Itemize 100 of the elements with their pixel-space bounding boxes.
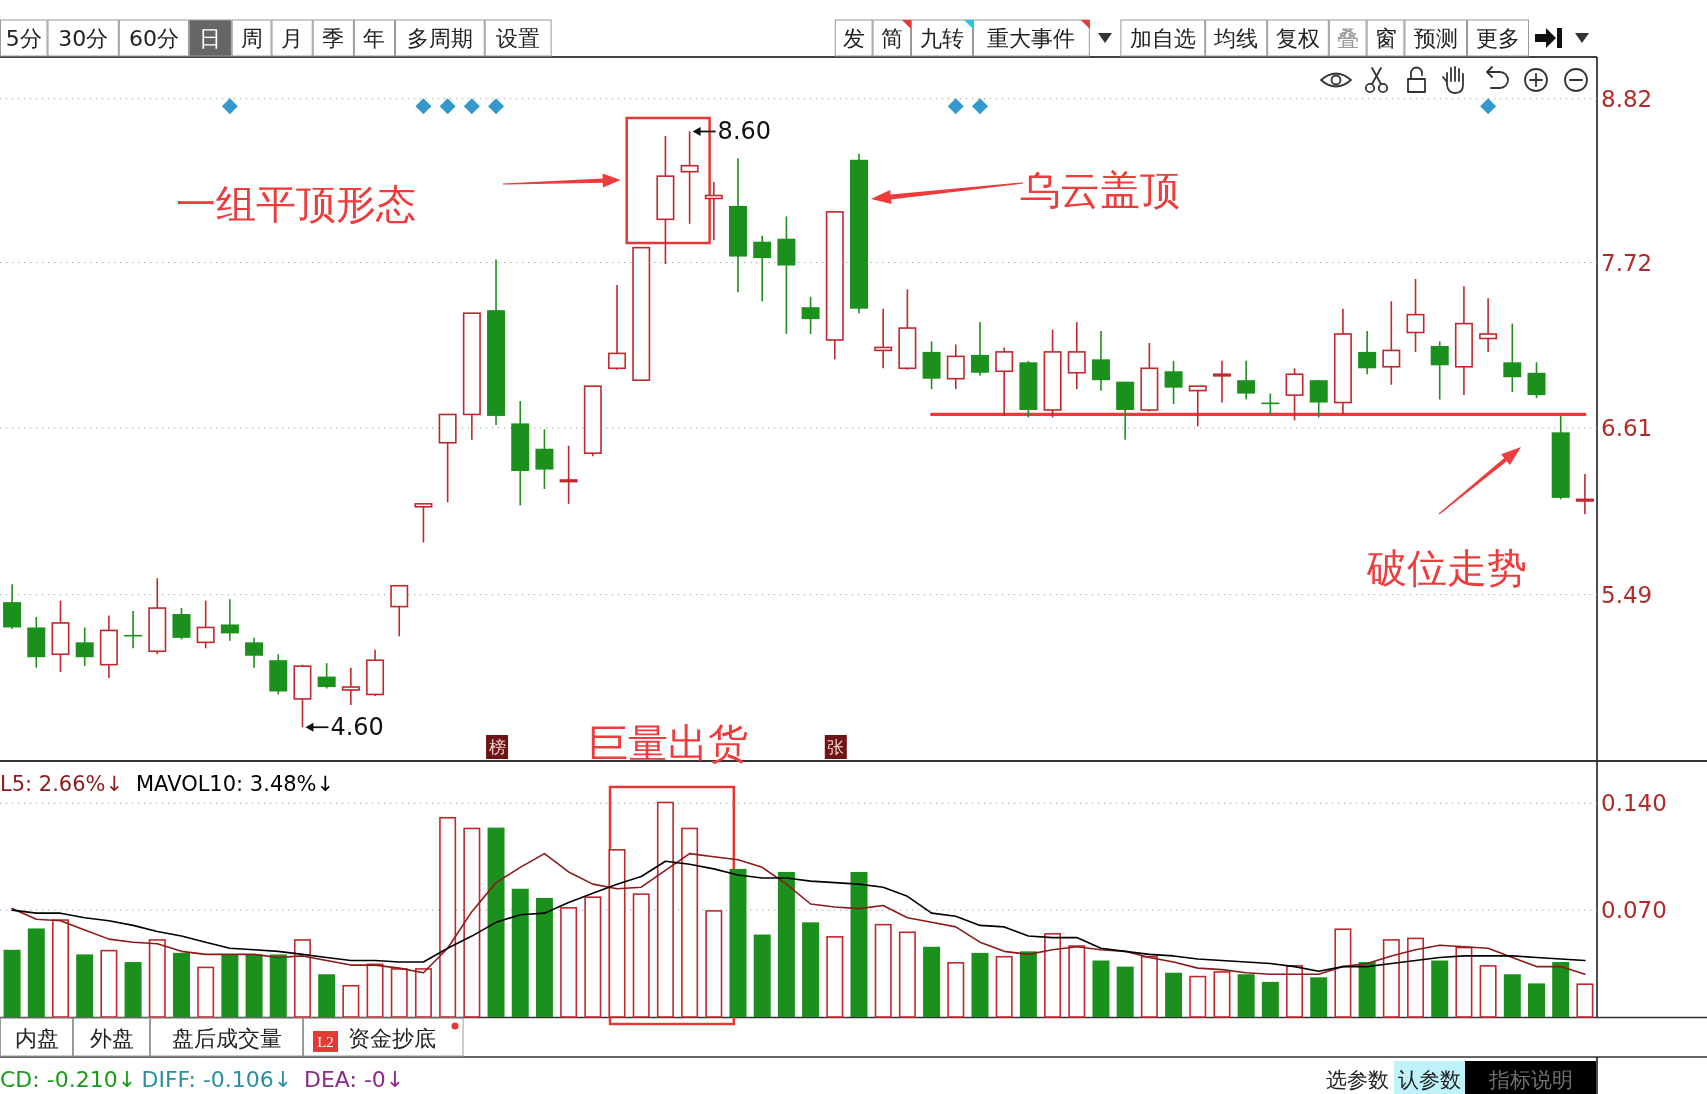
bar — [463, 827, 481, 1018]
bar — [245, 954, 263, 1017]
candlestick — [801, 295, 820, 335]
bar — [342, 984, 360, 1018]
bar — [148, 939, 166, 1018]
candlestick — [559, 444, 578, 505]
candlestick — [1358, 330, 1377, 376]
bar — [923, 946, 941, 1017]
bar — [1261, 981, 1279, 1017]
period-tab: 日 — [189, 19, 232, 57]
text: DIFF: -0.106↓ — [141, 1067, 293, 1092]
period-tab: 月 — [271, 19, 313, 57]
tab: 内盘 — [0, 1017, 73, 1057]
text: L5: 2.66%↓ — [0, 772, 124, 796]
toolbar-button: 复权 — [1267, 19, 1329, 57]
candlestick — [341, 666, 360, 706]
bar — [269, 954, 287, 1017]
candlestick — [1406, 278, 1425, 353]
candlestick — [245, 637, 264, 669]
y-tick-label: 8.82 — [1601, 85, 1653, 112]
period-tab: 60分 — [118, 19, 189, 57]
candlestick — [1188, 385, 1207, 428]
bar — [390, 968, 408, 1018]
candlestick — [1164, 360, 1183, 405]
bar — [1044, 933, 1062, 1018]
bar — [656, 801, 674, 1018]
button: 认参数 — [1394, 1061, 1465, 1094]
candlestick — [172, 607, 191, 641]
bar — [874, 923, 892, 1018]
bar — [947, 962, 965, 1018]
bar — [124, 962, 142, 1017]
candlestick — [680, 130, 699, 225]
y-tick-label: 6.61 — [1601, 414, 1653, 441]
candlestick — [220, 598, 239, 642]
candlestick — [995, 346, 1014, 417]
candlestick — [317, 662, 336, 690]
bar — [172, 952, 190, 1017]
bar — [366, 963, 384, 1018]
toolbar-button: 窗 — [1366, 19, 1405, 57]
bar — [777, 871, 795, 1017]
toolbar-button: 发 — [834, 19, 873, 57]
bar — [681, 827, 699, 1018]
text: CD: -0.210↓ — [0, 1067, 137, 1092]
tab: 盘后成交量 — [150, 1017, 303, 1057]
tab: 外盘 — [73, 1017, 150, 1057]
bar — [584, 896, 602, 1018]
button: 指标说明 — [1465, 1061, 1596, 1094]
candlestick — [1575, 473, 1594, 516]
bar — [898, 931, 916, 1018]
candlestick — [704, 181, 723, 241]
toolbar-button: 简 — [872, 19, 911, 57]
bar — [1407, 937, 1425, 1018]
text: MAVOL10: 3.48%↓ — [136, 772, 335, 796]
period-tab: 30分 — [47, 19, 119, 57]
bar — [487, 827, 505, 1017]
candlestick — [75, 626, 94, 667]
bar — [1503, 974, 1521, 1017]
bar — [1189, 975, 1207, 1018]
bar — [1165, 972, 1183, 1017]
candlestick — [1382, 300, 1401, 386]
bar — [1334, 928, 1352, 1018]
bar — [1140, 955, 1158, 1018]
candlestick — [753, 234, 772, 303]
bar — [1092, 960, 1110, 1017]
bar — [1310, 977, 1328, 1017]
toolbar-button: 九转 — [911, 19, 973, 57]
bar — [100, 949, 118, 1018]
bar — [76, 954, 94, 1017]
bar — [1479, 965, 1497, 1018]
annotation: 乌云盖顶 — [1020, 167, 1180, 213]
bar — [3, 949, 21, 1017]
bar — [439, 816, 457, 1018]
badge: 张 — [824, 735, 847, 759]
candlestick — [970, 321, 989, 377]
annotation: 8.60 — [717, 117, 772, 146]
bar — [1116, 966, 1134, 1017]
toolbar-button: 更多 — [1467, 19, 1529, 57]
bar — [221, 954, 239, 1017]
y-tick-label: 7.72 — [1601, 249, 1653, 276]
bar — [1528, 983, 1546, 1017]
candlestick — [1309, 379, 1328, 419]
candlestick — [196, 599, 215, 650]
y-tick-label: 0.070 — [1601, 897, 1667, 924]
period-tab: 5分 — [0, 19, 48, 57]
toolbar-button: 加自选 — [1120, 19, 1206, 57]
bar — [27, 928, 45, 1017]
annotation: 巨量出货 — [588, 720, 748, 766]
bar — [729, 868, 747, 1017]
candlestick — [608, 284, 627, 371]
bar — [511, 888, 529, 1017]
candlestick — [390, 584, 409, 638]
toolbar-button: 重大事件 — [973, 19, 1090, 57]
bar — [414, 968, 432, 1018]
toolbar-button: 预测 — [1404, 19, 1467, 57]
bar — [705, 910, 723, 1018]
y-tick-label: 5.49 — [1601, 581, 1653, 608]
bar — [1455, 946, 1473, 1018]
bar — [1286, 965, 1304, 1018]
bar — [560, 907, 578, 1018]
candlestick — [1067, 321, 1086, 390]
